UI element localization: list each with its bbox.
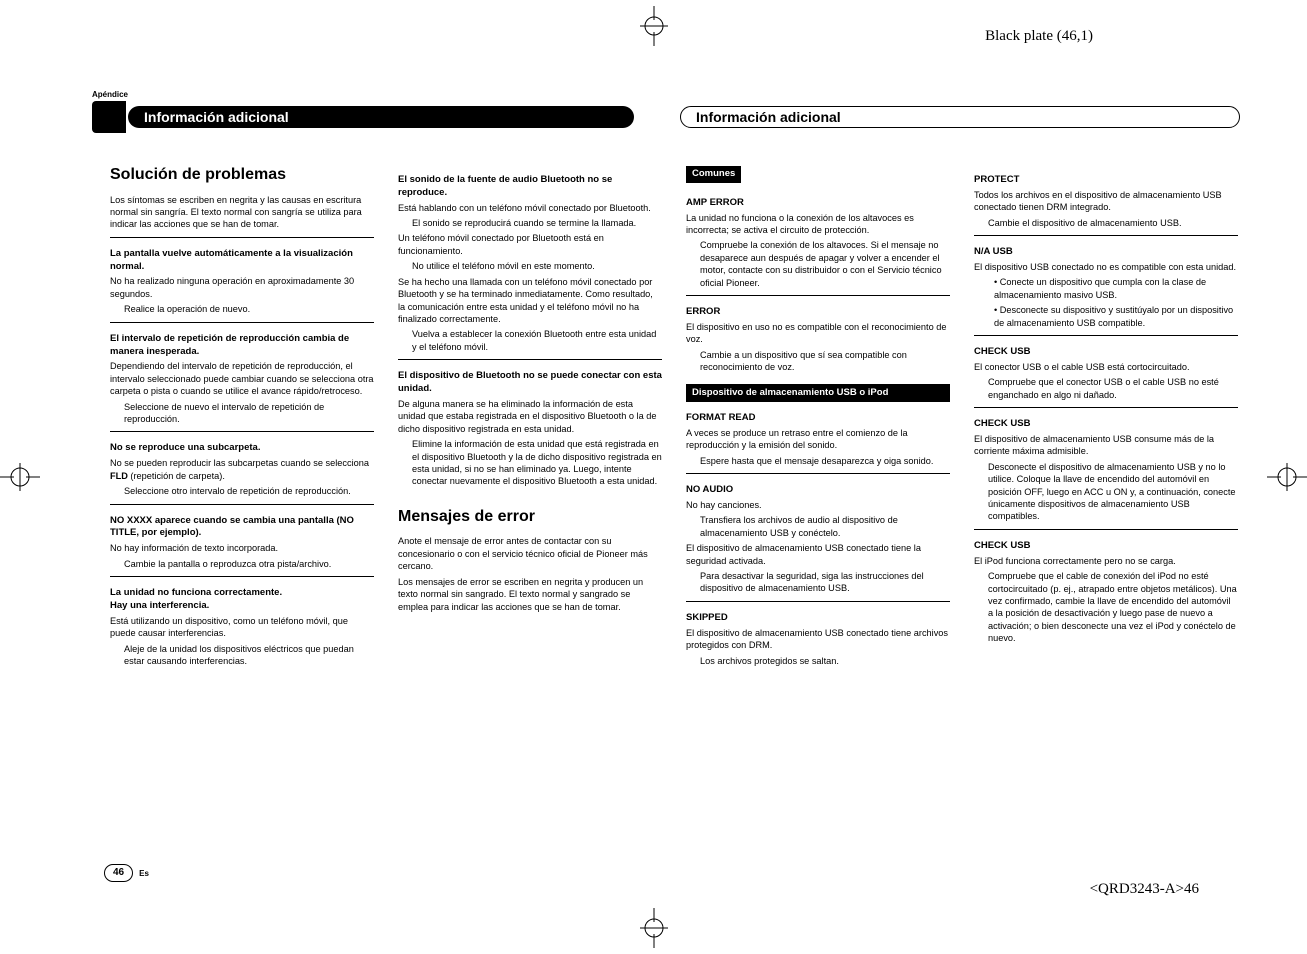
cause-text: No hay canciones.	[686, 499, 950, 511]
bullet-text: • Desconecte su dispositivo y sustitúyal…	[974, 304, 1238, 329]
cause-text: Todos los archivos en el dispositivo de …	[974, 189, 1238, 214]
symptom-heading: NO XXXX aparece cuando se cambia una pan…	[110, 515, 374, 541]
cause-text: Un teléfono móvil conectado por Bluetoot…	[398, 232, 662, 257]
category-label-common: Comunes	[686, 166, 741, 183]
page-language: Es	[139, 869, 149, 878]
cause-text: El dispositivo de almacenamiento USB con…	[974, 433, 1238, 458]
divider	[974, 407, 1238, 408]
divider	[110, 576, 374, 577]
cause-text: El dispositivo en uso no es compatible c…	[686, 321, 950, 346]
cause-text: Está hablando con un teléfono móvil cone…	[398, 202, 662, 214]
page-content: Solución de problemas Los síntomas se es…	[110, 164, 1240, 670]
symptom-heading: El intervalo de repetición de reproducci…	[110, 333, 374, 359]
plate-label: Black plate (46,1)	[985, 28, 1093, 45]
section-tab-left-title: Información adicional	[144, 109, 289, 125]
action-text: Cambie a un dispositivo que sí sea compa…	[686, 349, 950, 374]
divider	[110, 322, 374, 323]
error-heading: SKIPPED	[686, 612, 950, 625]
action-text: Compruebe que el cable de conexión del i…	[974, 570, 1238, 645]
action-text: Espere hasta que el mensaje desaparezca …	[686, 455, 950, 467]
action-text: Aleje de la unidad los dispositivos eléc…	[110, 643, 374, 668]
action-text: Seleccione otro intervalo de repetición …	[110, 485, 374, 497]
crop-mark-right	[1267, 457, 1307, 497]
heading-troubleshooting: Solución de problemas	[110, 164, 374, 186]
error-heading: CHECK USB	[974, 540, 1238, 553]
error-heading: PROTECT	[974, 174, 1238, 187]
cause-text: El dispositivo de almacenamiento USB con…	[686, 542, 950, 567]
action-text: Vuelva a establecer la conexión Bluetoot…	[398, 328, 662, 353]
error-heading: CHECK USB	[974, 418, 1238, 431]
cause-text: Dependiendo del intervalo de repetición …	[110, 360, 374, 397]
divider	[686, 473, 950, 474]
cause-text: El dispositivo USB conectado no es compa…	[974, 261, 1238, 273]
action-text: Compruebe la conexión de los altavoces. …	[686, 239, 950, 289]
cause-text: Está utilizando un dispositivo, como un …	[110, 615, 374, 640]
action-text: Realice la operación de nuevo.	[110, 303, 374, 315]
section-tab-left: Información adicional	[128, 106, 634, 128]
tab-indicator-block	[92, 101, 126, 133]
action-text: Transfiera los archivos de audio al disp…	[686, 514, 950, 539]
action-text: No utilice el teléfono móvil en este mom…	[398, 260, 662, 272]
intro-text: Los síntomas se escriben en negrita y la…	[110, 194, 374, 231]
appendix-label: Apéndice	[92, 90, 128, 99]
cause-text: El conector USB o el cable USB está cort…	[974, 361, 1238, 373]
intro-text: Los mensajes de error se escriben en neg…	[398, 576, 662, 613]
page-footer: 46 Es	[104, 864, 149, 882]
error-heading: FORMAT READ	[686, 412, 950, 425]
category-label-usb-ipod: Dispositivo de almacenamiento USB o iPod	[686, 384, 950, 402]
divider	[110, 504, 374, 505]
error-heading: N/A USB	[974, 246, 1238, 259]
intro-text: Anote el mensaje de error antes de conta…	[398, 535, 662, 572]
action-text: Cambie el dispositivo de almacenamiento …	[974, 217, 1238, 229]
cause-text: A veces se produce un retraso entre el c…	[686, 427, 950, 452]
divider	[974, 335, 1238, 336]
page-number: 46	[104, 864, 133, 882]
divider	[398, 359, 662, 360]
divider	[686, 295, 950, 296]
action-text: Para desactivar la seguridad, siga las i…	[686, 570, 950, 595]
action-text: Compruebe que el conector USB o el cable…	[974, 376, 1238, 401]
column-1: Solución de problemas Los síntomas se es…	[110, 164, 374, 670]
crop-mark-top	[634, 6, 674, 46]
cause-text: El dispositivo de almacenamiento USB con…	[686, 627, 950, 652]
error-heading: CHECK USB	[974, 346, 1238, 359]
action-text: Seleccione de nuevo el intervalo de repe…	[110, 401, 374, 426]
cause-text: El iPod funciona correctamente pero no s…	[974, 555, 1238, 567]
error-heading: NO AUDIO	[686, 484, 950, 497]
action-text: Los archivos protegidos se saltan.	[686, 655, 950, 667]
divider	[686, 601, 950, 602]
divider	[974, 235, 1238, 236]
cause-text: De alguna manera se ha eliminado la info…	[398, 398, 662, 435]
symptom-heading: La pantalla vuelve automáticamente a la …	[110, 248, 374, 274]
symptom-heading: La unidad no funciona correctamente. Hay…	[110, 587, 374, 613]
section-tab-right-title: Información adicional	[696, 109, 841, 125]
divider	[110, 237, 374, 238]
action-text: Desconecte el dispositivo de almacenamie…	[974, 461, 1238, 523]
symptom-heading: El sonido de la fuente de audio Bluetoot…	[398, 174, 662, 200]
cause-text: No ha realizado ninguna operación en apr…	[110, 275, 374, 300]
column-3: Comunes AMP ERROR La unidad no funciona …	[686, 164, 950, 670]
cause-text: No hay información de texto incorporada.	[110, 542, 374, 554]
divider	[974, 529, 1238, 530]
heading-error-messages: Mensajes de error	[398, 506, 662, 528]
symptom-heading: El dispositivo de Bluetooth no se puede …	[398, 370, 662, 396]
column-2: El sonido de la fuente de audio Bluetoot…	[398, 164, 662, 670]
cause-text: No se pueden reproducir las subcarpetas …	[110, 457, 374, 482]
column-4: PROTECT Todos los archivos en el disposi…	[974, 164, 1238, 670]
bullet-text: • Conecte un dispositivo que cumpla con …	[974, 276, 1238, 301]
document-code: <QRD3243-A>46	[1090, 881, 1199, 898]
cause-text: Se ha hecho una llamada con un teléfono …	[398, 276, 662, 326]
crop-mark-left	[0, 457, 40, 497]
action-text: Elimine la información de esta unidad qu…	[398, 438, 662, 488]
error-heading: ERROR	[686, 306, 950, 319]
action-text: Cambie la pantalla o reproduzca otra pis…	[110, 558, 374, 570]
error-heading: AMP ERROR	[686, 197, 950, 210]
cause-text: La unidad no funciona o la conexión de l…	[686, 212, 950, 237]
symptom-heading: No se reproduce una subcarpeta.	[110, 442, 374, 455]
action-text: El sonido se reproducirá cuando se termi…	[398, 217, 662, 229]
divider	[110, 431, 374, 432]
crop-mark-bottom	[634, 908, 674, 948]
